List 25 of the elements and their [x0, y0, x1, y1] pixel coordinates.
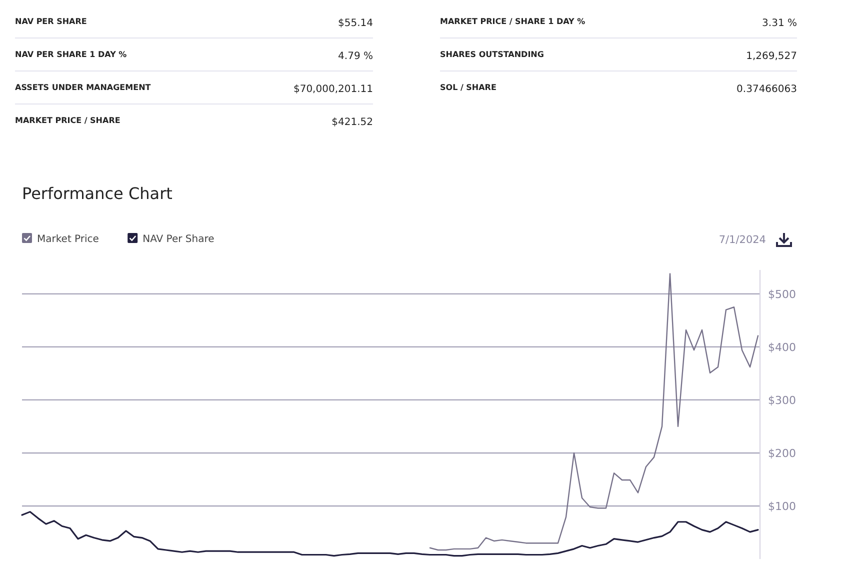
chart-title: Performance Chart	[22, 184, 172, 203]
text: 4.79 %	[338, 51, 373, 62]
text: ASSETS UNDER MANAGEMENT	[15, 83, 152, 92]
text: $55.14	[338, 18, 373, 29]
legend-label: Market Price	[37, 234, 99, 245]
text: MARKET PRICE / SHARE 1 DAY %	[440, 17, 586, 26]
y-tick-label: $100	[768, 500, 796, 513]
text: 0.37466063	[736, 84, 797, 95]
text: SHARES OUTSTANDING	[440, 50, 544, 59]
text: NAV PER SHARE	[15, 17, 87, 26]
text: $421.52	[332, 117, 373, 128]
line-series	[429, 273, 759, 551]
y-tick-label: $400	[768, 340, 796, 354]
text: 3.31 %	[762, 18, 797, 29]
y-tick-label: $300	[768, 394, 796, 407]
y-tick-label: $500	[768, 288, 796, 301]
line-series	[21, 511, 759, 557]
text: $70,000,201.11	[293, 84, 373, 95]
text: 7/1/2024	[718, 234, 766, 246]
text: NAV PER SHARE 1 DAY %	[15, 50, 127, 59]
text: MARKET PRICE / SHARE	[15, 116, 120, 125]
text: 1,269,527	[746, 51, 797, 62]
y-tick-label: $200	[768, 446, 796, 460]
text: SOL / SHARE	[440, 83, 496, 92]
legend-label: NAV Per Share	[142, 234, 214, 245]
